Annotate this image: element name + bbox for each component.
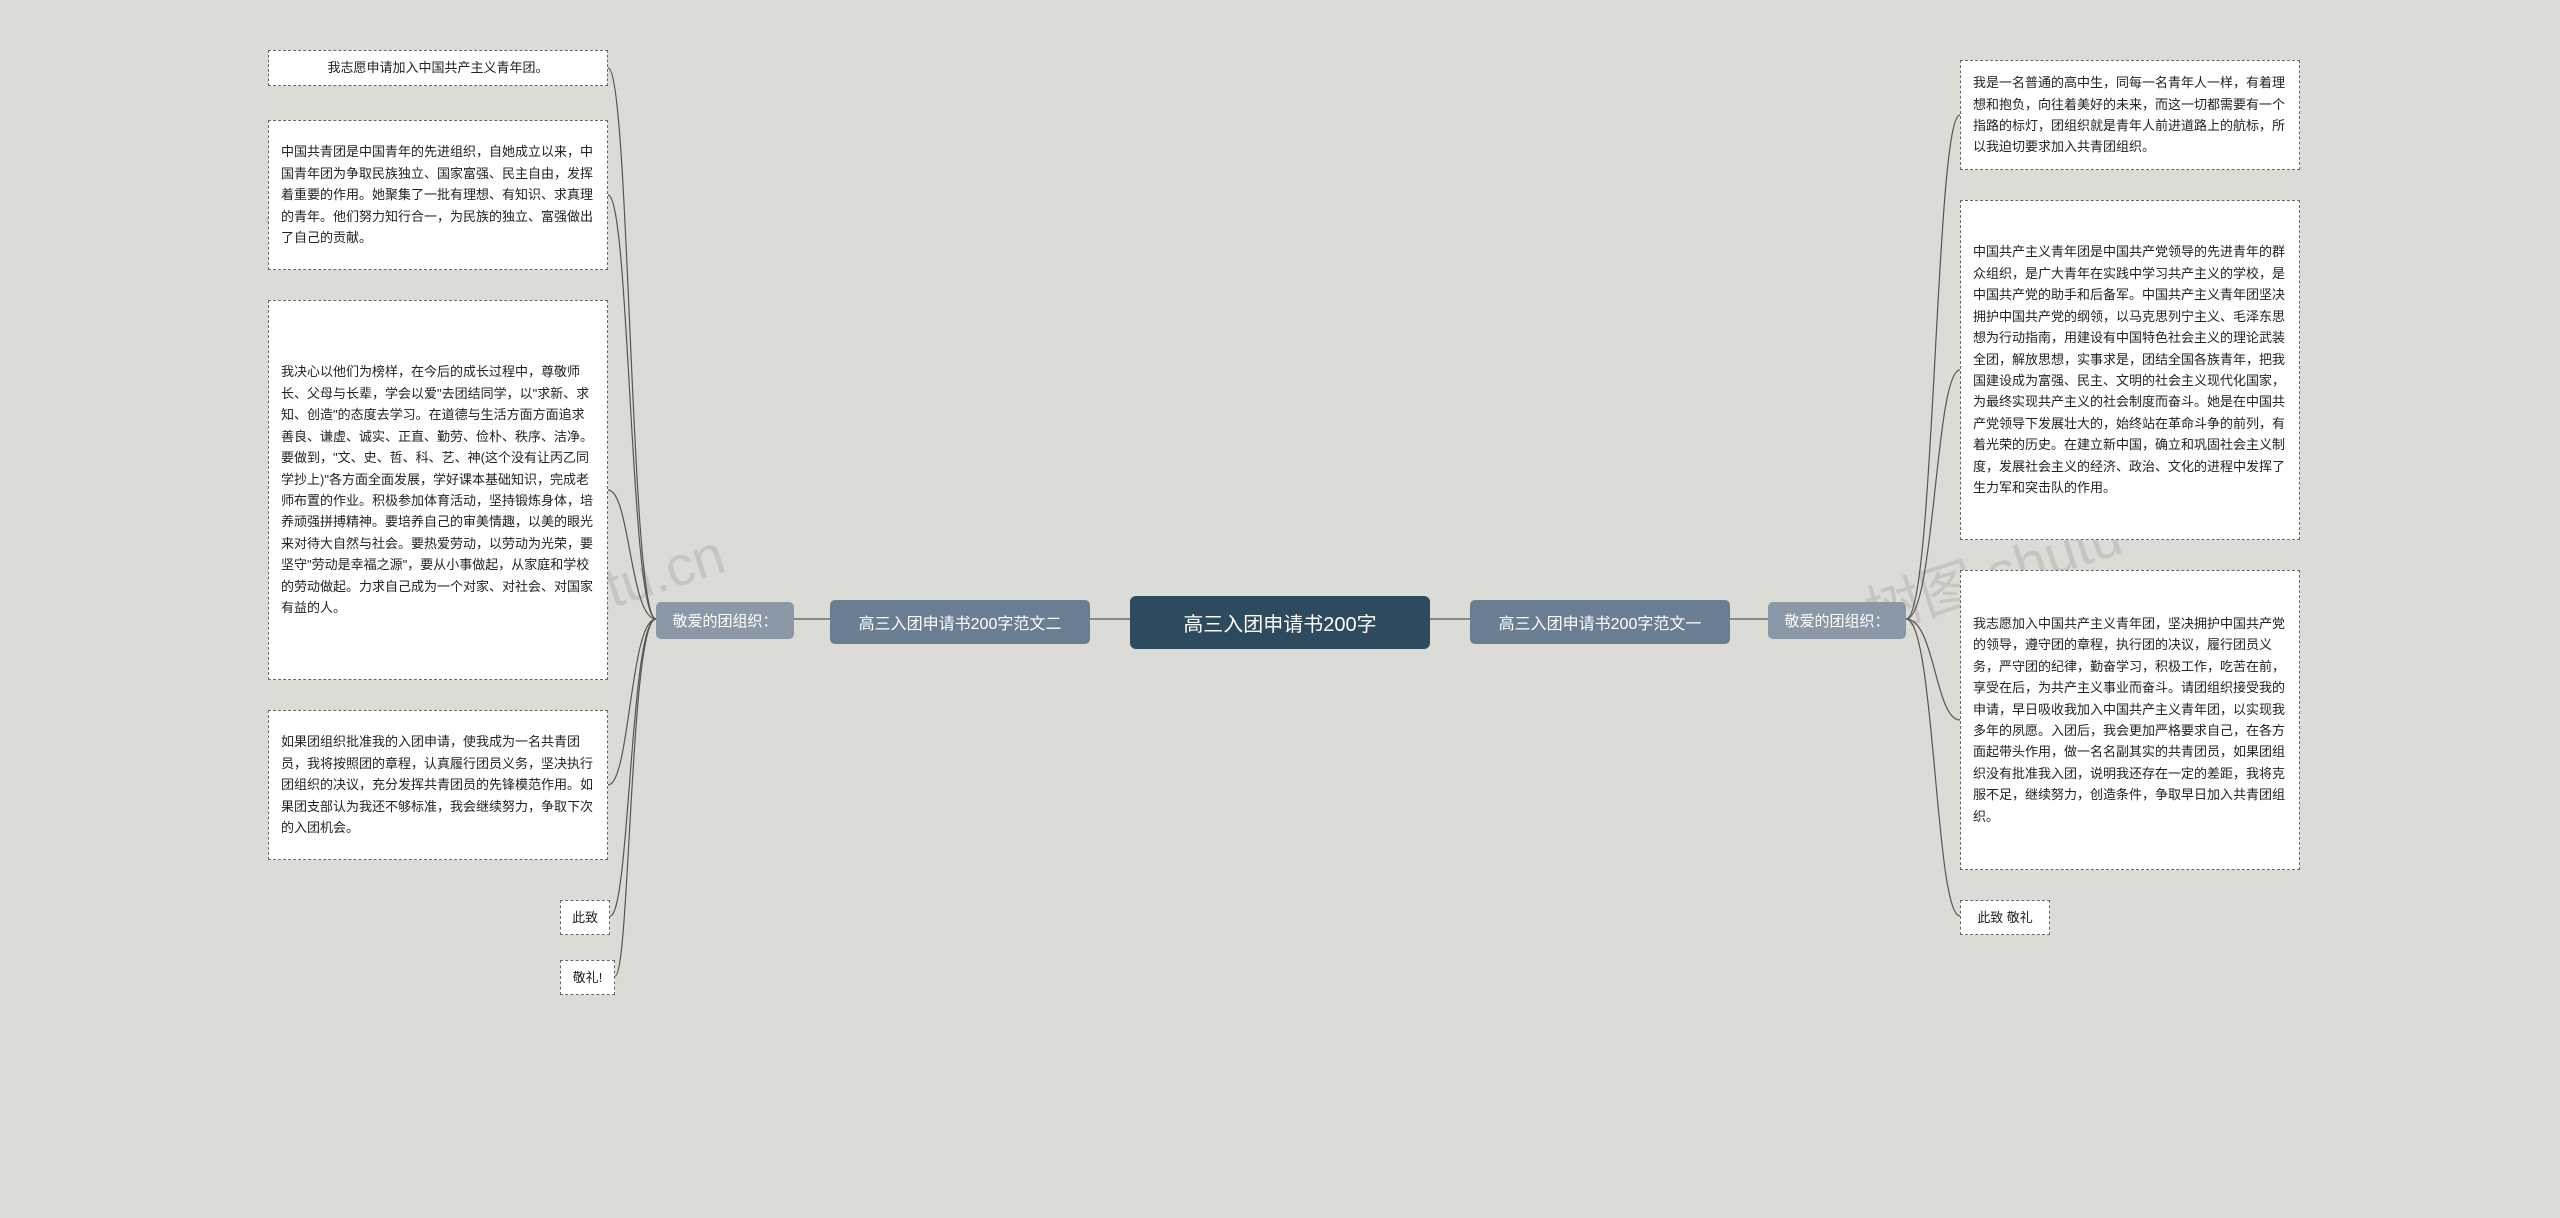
leaf-left-3[interactable]: 如果团组织批准我的入团申请，使我成为一名共青团员，我将按照团的章程，认真履行团员… (268, 710, 608, 860)
branch-left[interactable]: 高三入团申请书200字范文二 (830, 600, 1090, 644)
leaf-left-2[interactable]: 我决心以他们为榜样，在今后的成长过程中，尊敬师长、父母与长辈，学会以爱"去团结同… (268, 300, 608, 680)
leaf-left-5[interactable]: 敬礼! (560, 960, 615, 995)
leaf-right-0[interactable]: 我是一名普通的高中生，同每一名青年人一样，有着理想和抱负，向往着美好的未来，而这… (1960, 60, 2300, 170)
leaf-right-1[interactable]: 中国共产主义青年团是中国共产党领导的先进青年的群众组织，是广大青年在实践中学习共… (1960, 200, 2300, 540)
leaf-left-0[interactable]: 我志愿申请加入中国共产主义青年团。 (268, 50, 608, 86)
sub-right[interactable]: 敬爱的团组织： (1768, 602, 1906, 639)
leaf-right-3[interactable]: 此致 敬礼 (1960, 900, 2050, 935)
leaf-left-1[interactable]: 中国共青团是中国青年的先进组织，自她成立以来，中国青年团为争取民族独立、国家富强… (268, 120, 608, 270)
leaf-left-4[interactable]: 此致 (560, 900, 610, 935)
mindmap-canvas: shutu.cn 树图 shutu.cn 树图 shutu 高三入团申请书200… (0, 0, 2560, 1218)
branch-right[interactable]: 高三入团申请书200字范文一 (1470, 600, 1730, 644)
sub-left[interactable]: 敬爱的团组织： (656, 602, 794, 639)
root-node[interactable]: 高三入团申请书200字 (1130, 596, 1430, 649)
leaf-right-2[interactable]: 我志愿加入中国共产主义青年团，坚决拥护中国共产党的领导，遵守团的章程，执行团的决… (1960, 570, 2300, 870)
